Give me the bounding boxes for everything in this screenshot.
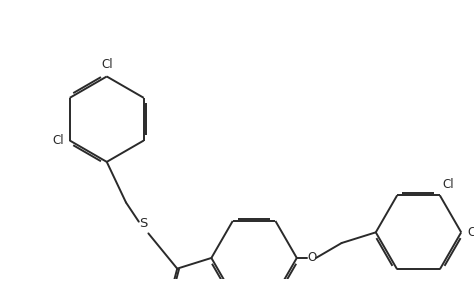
Text: S: S (139, 217, 147, 230)
Text: Cl: Cl (101, 58, 112, 71)
Text: Cl: Cl (442, 178, 454, 191)
Text: Cl: Cl (467, 226, 474, 239)
Text: O: O (307, 252, 316, 264)
Text: Cl: Cl (53, 134, 64, 147)
